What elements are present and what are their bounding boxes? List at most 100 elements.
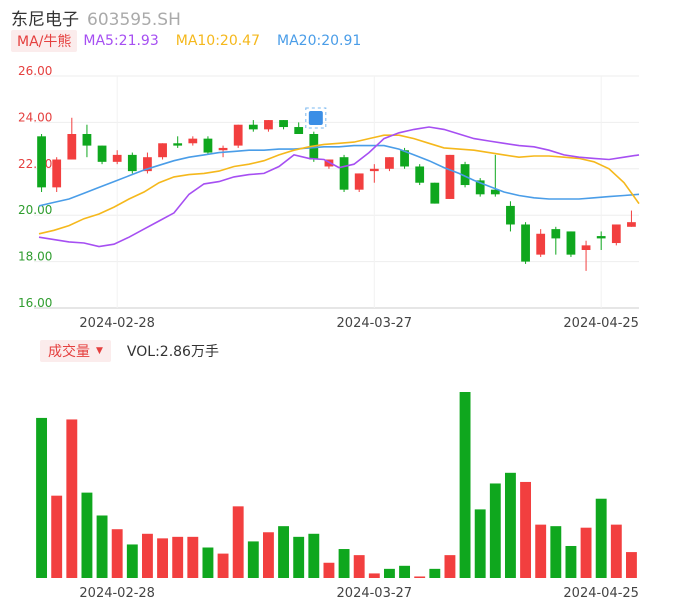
candle-body <box>611 224 621 244</box>
price-tick-label: 16.00 <box>18 296 52 310</box>
event-marker-frame <box>305 107 327 129</box>
candle-body <box>415 166 425 183</box>
volume-bar <box>81 492 93 578</box>
volume-bar <box>232 506 244 578</box>
ma5-legend: MA5:21.93 <box>83 33 159 49</box>
volume-bar <box>625 552 637 578</box>
price-tick-label: 24.00 <box>18 110 52 124</box>
volume-bar <box>111 529 123 578</box>
volume-bar <box>51 495 63 578</box>
volume-bar <box>565 545 577 578</box>
price-tick-label: 18.00 <box>18 250 52 264</box>
volume-date-label: 2024-04-25 <box>563 586 639 601</box>
candle-body <box>67 134 77 160</box>
ma20-legend: MA20:20.91 <box>277 33 362 49</box>
volume-bar <box>550 526 562 578</box>
volume-bar <box>247 541 259 578</box>
candle-body <box>233 124 243 146</box>
candle-body <box>158 143 167 158</box>
ma20-line <box>38 144 640 207</box>
volume-legend: 成交量 ▼ VOL:2.86万手 <box>40 340 219 362</box>
volume-bar <box>187 536 199 578</box>
kline-date-label: 2024-03-27 <box>337 316 413 331</box>
candle-body <box>566 231 576 255</box>
volume-bar <box>141 533 153 578</box>
volume-bar <box>399 565 411 578</box>
volume-bar <box>36 417 48 578</box>
stock-code: 603595.SH <box>87 10 181 30</box>
candle-body <box>264 120 273 130</box>
candle-body <box>385 157 394 169</box>
price-tick-label: 22.00 <box>18 157 52 171</box>
candle-body <box>279 120 288 128</box>
candle-body <box>188 138 198 144</box>
candle-body <box>52 159 62 188</box>
volume-bar <box>610 524 622 578</box>
ma-type-selector[interactable]: MA/牛熊 <box>11 30 78 52</box>
volume-indicator-selector[interactable]: 成交量 ▼ <box>40 340 111 362</box>
candle-body <box>369 168 379 172</box>
candle-body <box>551 229 561 239</box>
volume-bar <box>126 544 138 578</box>
volume-bar <box>489 483 501 578</box>
volume-bar <box>323 562 335 578</box>
volume-bar <box>459 392 471 578</box>
candle-body <box>82 134 92 146</box>
candle-body <box>460 164 470 186</box>
candle-body <box>536 233 546 255</box>
volume-bar <box>157 538 169 578</box>
volume-bar <box>368 573 380 578</box>
candle-body <box>521 224 530 262</box>
volume-date-label: 2024-03-27 <box>337 586 413 601</box>
candle-body <box>218 147 228 151</box>
event-marker-icon <box>308 111 323 125</box>
candle-body <box>339 157 349 190</box>
stock-name: 东尼电子 <box>11 10 79 30</box>
candle-body <box>627 222 636 227</box>
volume-bar <box>535 524 547 578</box>
ma10-legend: MA10:20.47 <box>175 33 261 49</box>
candle-body <box>173 143 183 146</box>
volume-bar <box>580 527 592 578</box>
candle-body <box>354 173 364 190</box>
volume-bar <box>308 533 320 578</box>
volume-bar <box>444 555 456 578</box>
candle-body <box>112 154 122 162</box>
volume-bar <box>172 536 184 578</box>
kline-date-label: 2024-04-25 <box>563 316 639 331</box>
candle-body <box>506 205 515 225</box>
volume-bar <box>353 555 365 578</box>
volume-date-label: 2024-02-28 <box>79 586 155 601</box>
ma-legend: MA/牛熊 MA5:21.93 MA10:20.47 MA20:20.91 <box>11 30 361 52</box>
kline-date-label: 2024-02-28 <box>79 316 155 331</box>
candle-body <box>581 245 591 250</box>
volume-bar <box>278 526 290 578</box>
candle-body <box>203 138 213 153</box>
candle-body <box>127 154 137 172</box>
volume-bar <box>293 536 305 578</box>
volume-value: VOL:2.86万手 <box>126 344 219 360</box>
candle-body <box>490 189 500 195</box>
volume-bar <box>66 419 78 578</box>
volume-bar <box>429 568 441 578</box>
candle-body <box>143 157 152 172</box>
candle-body <box>37 136 46 188</box>
volume-indicator-label: 成交量 <box>48 344 90 360</box>
volume-bar <box>383 568 395 578</box>
ma10-line <box>38 134 640 235</box>
volume-bar <box>474 509 486 578</box>
candle-body <box>400 150 409 167</box>
volume-bar <box>202 547 214 578</box>
volume-bar <box>520 481 532 578</box>
candle-body <box>475 180 485 195</box>
volume-bar <box>595 498 607 578</box>
price-tick-label: 20.00 <box>18 203 52 217</box>
candle-body <box>445 154 455 199</box>
candle-body <box>294 127 304 134</box>
volume-bar <box>414 576 426 578</box>
stock-header: 东尼电子 603595.SH <box>11 5 181 30</box>
ma5-line <box>38 126 640 248</box>
candle-body <box>430 182 440 204</box>
volume-bar <box>504 472 516 578</box>
